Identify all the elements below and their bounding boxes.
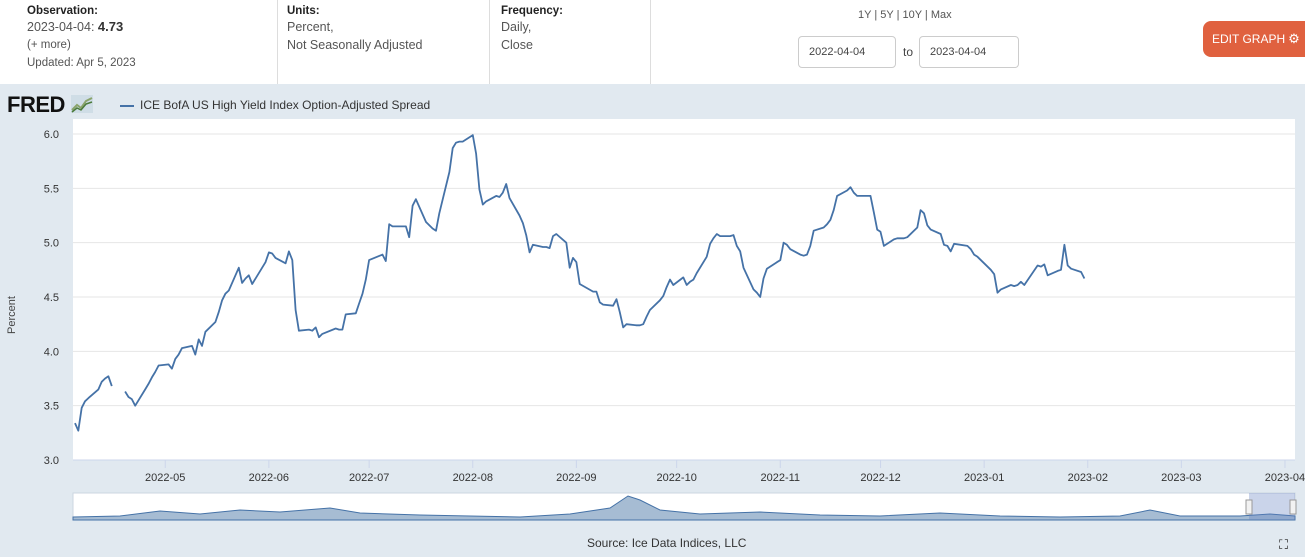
x-tick-label: 2022-06 [249,472,289,484]
x-tick-label: 2023-01 [964,472,1004,484]
frequency-label: Frequency: [501,5,563,17]
top-bar: Observation: 2023-04-04: 4.73 (+ more) U… [0,0,1305,84]
range-5y[interactable]: 5Y [880,9,894,21]
chart-trend-icon [70,95,93,113]
navigator[interactable] [72,492,1296,521]
y-tick-label: 5.0 [44,238,59,250]
observation-date: 2023-04-04: [27,20,95,34]
fred-logo-text: FRED [7,92,65,117]
units-line2: Not Seasonally Adjusted [287,38,423,52]
fullscreen-icon[interactable]: ⛶ [1279,537,1289,552]
range-10y[interactable]: 10Y [902,9,922,21]
units-line1: Percent, [287,20,334,34]
units-panel: Units: Percent, Not Seasonally Adjusted [278,0,490,84]
x-tick-label: 2023-04 [1265,472,1305,484]
range-separator: | [871,9,881,21]
x-tick-label: 2022-11 [760,472,800,484]
x-tick-label: 2023-02 [1068,472,1108,484]
y-tick-label: 4.0 [44,346,59,358]
grid-lines [73,133,1295,461]
source-text: Source: Ice Data Indices, LLC [587,536,747,550]
x-tick-label: 2022-05 [145,472,185,484]
series-line [74,375,113,432]
y-tick-label: 5.5 [44,183,59,195]
chart-legend: ICE BofA US High Yield Index Option-Adju… [120,98,430,112]
x-tick-label: 2022-09 [556,472,596,484]
frequency-line2: Close [501,38,533,52]
range-selector: 1Y | 5Y | 10Y | Max [858,9,952,21]
updated-text: Updated: Apr 5, 2023 [27,57,136,69]
more-link[interactable]: (+ more) [27,39,71,51]
observation-label: Observation: [27,5,98,17]
date-from-input[interactable] [798,36,896,68]
date-to-input[interactable] [919,36,1019,68]
units-label: Units: [287,5,320,17]
navigator-window[interactable] [1249,493,1295,520]
x-tick-label: 2022-07 [349,472,389,484]
x-tick-labels: 2022-05 2022-06 2022-07 2022-08 2022-09 2022-… [73,459,1305,484]
range-1y[interactable]: 1Y [858,9,872,21]
navigator-right-handle[interactable] [1289,499,1297,515]
plot-area [73,119,1295,460]
legend-swatch [120,104,134,107]
x-tick-label: 2022-10 [656,472,696,484]
observation-panel: Observation: 2023-04-04: 4.73 (+ more) U… [0,0,278,84]
range-separator: | [921,9,931,21]
x-tick-label: 2022-12 [860,472,900,484]
legend-series-name: ICE BofA US High Yield Index Option-Adju… [140,98,431,112]
y-tick-labels: 3.0 3.5 4.0 4.5 5.0 5.5 6.0 [44,129,59,467]
fred-logo[interactable]: FRED [7,92,93,118]
series-line [124,134,1086,407]
y-axis-label: Percent [6,296,18,334]
x-tick-label: 2023-03 [1161,472,1201,484]
y-tick-label: 4.5 [44,292,59,304]
y-tick-label: 3.5 [44,401,59,413]
to-label: to [903,45,914,59]
y-tick-label: 3.0 [44,455,59,467]
y-tick-label: 6.0 [44,129,59,141]
range-max[interactable]: Max [930,9,952,21]
range-separator: | [893,9,903,21]
frequency-line1: Daily, [501,20,532,34]
series-lines [74,134,1086,432]
observation-number: 4.73 [97,19,124,34]
navigator-area [72,495,1296,521]
gear-icon: ⚙ [1288,31,1300,46]
navigator-left-handle[interactable] [1245,499,1253,515]
frequency-panel: Frequency: Daily, Close [490,0,651,84]
observation-value: 2023-04-04: 4.73 [27,18,277,36]
edit-graph-label: EDIT GRAPH [1212,32,1286,46]
edit-graph-button[interactable]: EDIT GRAPH ⚙ [1203,21,1305,57]
x-tick-label: 2022-08 [453,472,493,484]
